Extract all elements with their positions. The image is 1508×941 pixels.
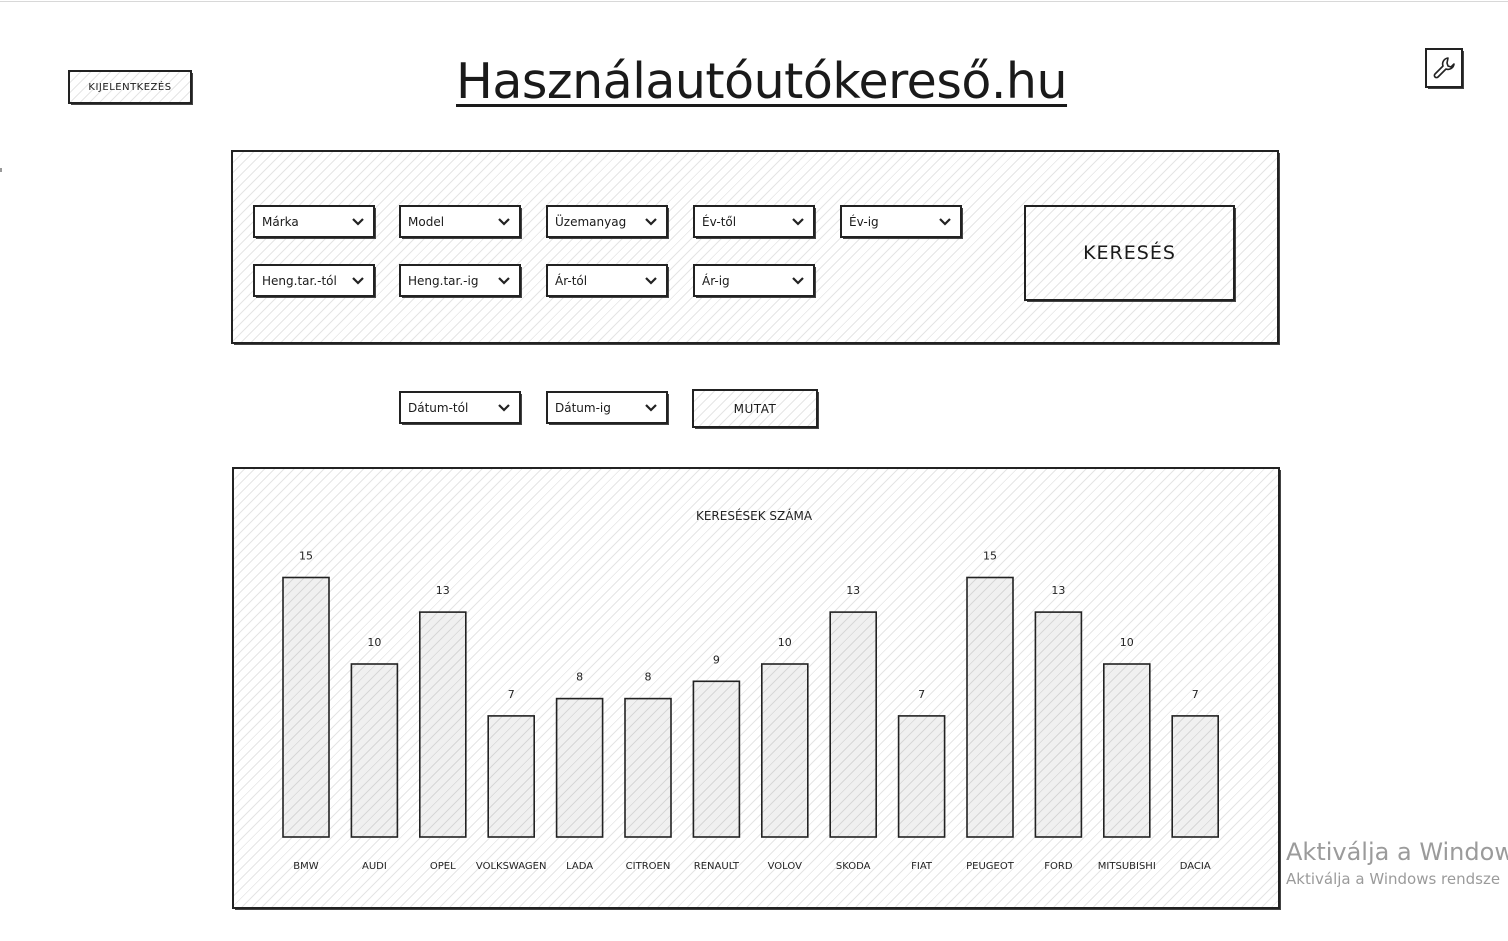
show-button[interactable]: MUTAT xyxy=(692,389,818,428)
category-label: VOLOV xyxy=(768,861,802,872)
bar-audi xyxy=(350,663,399,838)
value-label: 13 xyxy=(846,584,860,597)
chevron-down-icon xyxy=(792,277,804,285)
displacement-from-dropdown-label: Heng.tar.-tól xyxy=(262,274,337,288)
category-label: AUDI xyxy=(362,861,387,872)
chevron-down-icon xyxy=(498,218,510,226)
category-label: VOLKSWAGEN xyxy=(476,861,547,872)
value-label: 15 xyxy=(299,550,313,563)
searches-bar-chart: KERESÉSEK SZÁMA 15 BMW 10 AUDI 13 OPEL 7 VOLKSW… xyxy=(282,508,1220,872)
chevron-down-icon xyxy=(645,277,657,285)
search-button[interactable]: KERESÉS xyxy=(1024,205,1235,301)
chevron-down-icon xyxy=(792,218,804,226)
year-from-dropdown-label: Év-től xyxy=(702,215,737,229)
displacement-to-dropdown-label: Heng.tar.-ig xyxy=(408,274,479,288)
chevron-down-icon xyxy=(498,277,510,285)
value-label: 10 xyxy=(367,636,381,649)
chevron-down-icon xyxy=(645,404,657,412)
category-label: LADA xyxy=(566,861,593,872)
bar-fiat xyxy=(897,715,946,838)
value-label: 15 xyxy=(983,550,997,563)
value-label: 10 xyxy=(778,636,792,649)
bar-dacia xyxy=(1171,715,1220,838)
chevron-down-icon xyxy=(498,404,510,412)
fuel-dropdown[interactable]: Üzemanyag xyxy=(546,205,668,238)
price-from-dropdown[interactable]: Ár-tól xyxy=(546,264,668,297)
value-label: 7 xyxy=(918,688,925,701)
value-label: 9 xyxy=(713,653,720,666)
bar-citroen xyxy=(624,697,672,838)
edge-mark xyxy=(0,168,2,172)
brand-dropdown-label: Márka xyxy=(262,215,299,229)
chevron-down-icon xyxy=(352,277,364,285)
category-label: PEUGEOT xyxy=(966,861,1015,872)
windows-activation-watermark: Aktiválja a Windows Aktiválja a Windows … xyxy=(1286,838,1508,888)
model-dropdown-label: Model xyxy=(408,215,445,229)
chevron-down-icon xyxy=(645,218,657,226)
bar-lada xyxy=(555,697,604,838)
category-label: DACIA xyxy=(1180,861,1211,872)
year-from-dropdown[interactable]: Év-től xyxy=(693,205,815,238)
year-to-dropdown-label: Év-ig xyxy=(849,215,879,229)
model-dropdown[interactable]: Model xyxy=(399,205,521,238)
bar-bmw xyxy=(282,576,330,838)
category-label: MITSUBISHI xyxy=(1098,861,1156,872)
chart-title: KERESÉSEK SZÁMA xyxy=(696,508,813,523)
chart-panel xyxy=(232,467,1280,909)
category-label: FORD xyxy=(1044,861,1073,872)
top-border-line xyxy=(0,1,1508,2)
date-from-dropdown-label: Dátum-tól xyxy=(408,401,469,415)
value-label: 13 xyxy=(1051,584,1065,597)
value-label: 8 xyxy=(645,671,652,684)
bar-opel xyxy=(419,611,467,838)
date-to-dropdown[interactable]: Dátum-ig xyxy=(546,391,668,424)
value-label: 10 xyxy=(1120,636,1134,649)
bar-volkswagen xyxy=(487,715,536,838)
chevron-down-icon xyxy=(352,218,364,226)
bar-peugeot xyxy=(966,576,1014,838)
value-label: 7 xyxy=(508,688,515,701)
category-label: OPEL xyxy=(430,861,456,872)
logout-button[interactable]: KIJELENTKEZÉS xyxy=(68,70,192,104)
date-to-dropdown-label: Dátum-ig xyxy=(555,401,611,415)
category-label: FIAT xyxy=(911,861,933,872)
bar-mitsubishi xyxy=(1102,663,1151,838)
bar-volov xyxy=(760,663,809,838)
year-to-dropdown[interactable]: Év-ig xyxy=(840,205,962,238)
brand-dropdown[interactable]: Márka xyxy=(253,205,375,238)
wrench-icon xyxy=(1433,57,1455,79)
bar-ford xyxy=(1034,611,1083,838)
value-label: 7 xyxy=(1192,688,1199,701)
value-label: 8 xyxy=(576,671,583,684)
date-from-dropdown[interactable]: Dátum-tól xyxy=(399,391,521,424)
bar-group: 15 BMW 10 AUDI 13 OPEL 7 VOLKSWAGEN 8 LADA 8 CITROE… xyxy=(282,550,1220,872)
value-label: 13 xyxy=(436,584,450,597)
watermark-line-2: Aktiválja a Windows rendsze xyxy=(1286,870,1501,888)
displacement-to-dropdown[interactable]: Heng.tar.-ig xyxy=(399,264,521,297)
chevron-down-icon xyxy=(939,218,951,226)
price-to-dropdown-label: Ár-ig xyxy=(702,274,730,288)
site-title: Használautóutókereső.hu xyxy=(456,53,1068,110)
category-label: BMW xyxy=(293,861,318,872)
category-label: RENAULT xyxy=(694,861,740,872)
price-from-dropdown-label: Ár-tól xyxy=(555,274,588,288)
bar-renault xyxy=(692,680,741,838)
settings-button[interactable] xyxy=(1425,48,1463,88)
price-to-dropdown[interactable]: Ár-ig xyxy=(693,264,815,297)
category-label: CITROEN xyxy=(626,861,671,872)
category-label: SKODA xyxy=(836,861,871,872)
bar-skoda xyxy=(829,611,878,838)
displacement-from-dropdown[interactable]: Heng.tar.-tól xyxy=(253,264,375,297)
fuel-dropdown-label: Üzemanyag xyxy=(555,215,627,229)
watermark-line-1: Aktiválja a Windows xyxy=(1286,838,1508,866)
